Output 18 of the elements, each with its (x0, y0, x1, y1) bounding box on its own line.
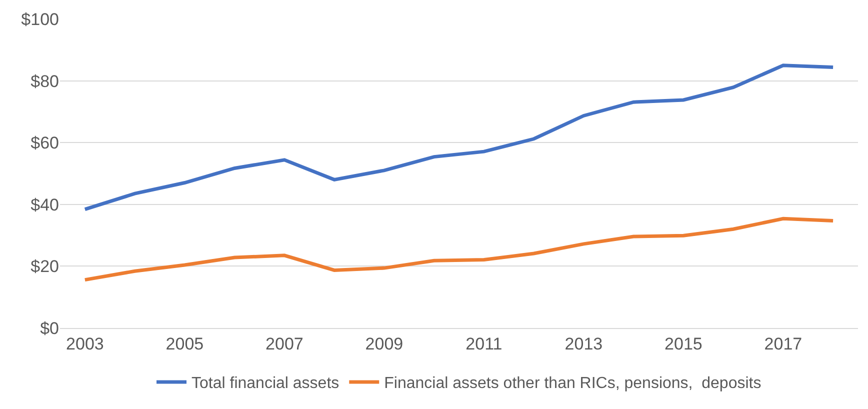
legend-label: Total financial assets (192, 375, 340, 392)
x-tick-label: 2007 (266, 334, 304, 354)
y-tick-label: $20 (30, 257, 59, 276)
x-tick-label: 2013 (564, 334, 603, 354)
x-tick-label: 2009 (365, 334, 404, 354)
y-tick-label: $60 (30, 134, 59, 153)
x-tick-label: 2015 (664, 334, 702, 354)
legend-label: Financial assets other than RICs, pensions, deposits (384, 375, 762, 392)
y-tick-label: $0 (40, 318, 59, 338)
y-tick-label: $40 (30, 195, 59, 214)
y-tick-label: $80 (30, 72, 59, 91)
x-tick-label: 2011 (466, 334, 502, 354)
y-tick-label: $100 (21, 10, 59, 29)
line-series (83, 216, 835, 282)
x-tick-label: 2017 (764, 334, 802, 354)
x-tick-label: 2005 (166, 334, 204, 354)
x-tick-label: 2003 (66, 334, 104, 354)
line-series (83, 64, 835, 212)
